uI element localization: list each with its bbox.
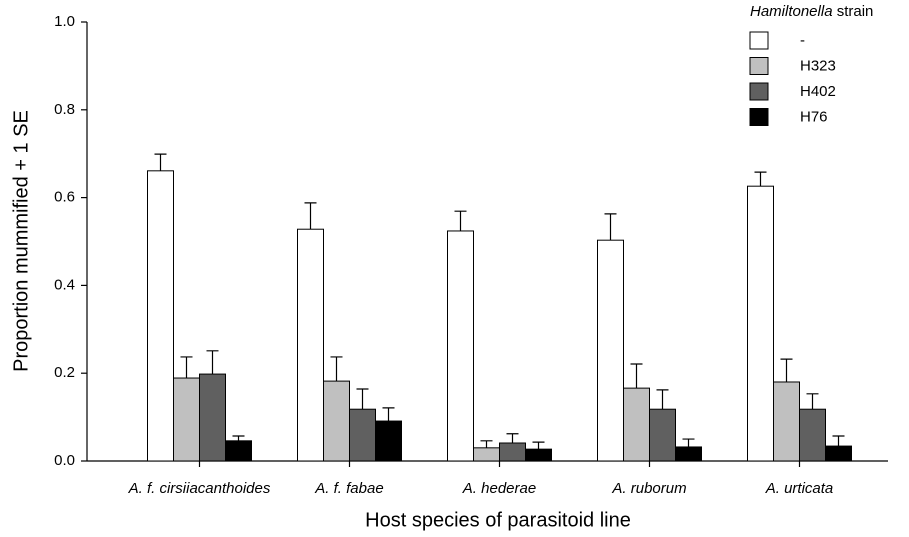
legend-swatch — [749, 31, 769, 50]
bar — [349, 408, 376, 462]
x-axis-label: Host species of parasitoid line — [365, 509, 631, 531]
bar — [747, 185, 774, 462]
bar — [649, 408, 676, 462]
error-bar — [630, 363, 643, 389]
x-tick-label: A. ruborum — [611, 480, 686, 497]
y-tick-label: 0.2 — [54, 364, 75, 381]
error-bar — [232, 435, 245, 441]
bar — [375, 420, 402, 462]
legend-label: H402 — [800, 83, 836, 100]
legend-title-italic: Hamiltonella — [750, 3, 833, 20]
bar — [473, 447, 500, 462]
legend-swatch — [749, 108, 769, 126]
legend-title: Hamiltonella strain — [750, 3, 873, 20]
bar — [447, 230, 474, 462]
error-bar — [330, 356, 343, 382]
x-tick-label: A. urticata — [765, 480, 834, 497]
bar — [199, 373, 226, 462]
error-bar — [532, 441, 545, 450]
bar — [147, 170, 174, 462]
error-bar — [480, 440, 493, 448]
y-axis-label: Proportion mummified + 1 SE — [10, 110, 32, 372]
x-tick-label: A. hederae — [462, 480, 536, 497]
error-bar — [656, 389, 669, 410]
legend-swatch — [749, 82, 769, 101]
y-tick-label: 0.4 — [54, 276, 75, 293]
bar — [799, 408, 826, 462]
error-bar — [154, 153, 167, 171]
x-tick-label: A. f. fabae — [314, 480, 383, 497]
bar — [623, 387, 650, 462]
error-bar — [780, 358, 793, 382]
y-tick-label: 1.0 — [54, 13, 75, 30]
error-bar — [304, 202, 317, 230]
error-bar — [682, 438, 695, 447]
error-bar — [454, 210, 467, 231]
bar — [173, 377, 200, 462]
bar — [525, 448, 552, 462]
x-tick-label: A. f. cirsiiacanthoides — [128, 480, 271, 497]
error-bar — [832, 435, 845, 447]
legend-title-rest: strain — [837, 3, 874, 20]
legend-label: - — [800, 32, 805, 49]
error-bar — [180, 356, 193, 379]
error-bar — [382, 407, 395, 422]
y-tick-label: 0.8 — [54, 101, 75, 118]
bar — [773, 381, 800, 462]
y-tick-label: 0.0 — [54, 452, 75, 469]
error-bar — [356, 388, 369, 410]
error-bar — [754, 171, 767, 187]
bar — [597, 239, 624, 462]
legend-label: H76 — [800, 108, 828, 125]
legend-label: H323 — [800, 57, 836, 74]
legend-swatch — [749, 57, 769, 75]
bar — [825, 445, 852, 462]
bar — [225, 440, 252, 462]
y-tick-label: 0.6 — [54, 189, 75, 206]
error-bar — [506, 433, 519, 444]
bar — [675, 446, 702, 462]
bar — [297, 228, 324, 462]
error-bar — [206, 350, 219, 375]
bar — [499, 442, 526, 462]
error-bar — [604, 213, 617, 241]
error-bar — [806, 393, 819, 410]
bar — [323, 380, 350, 462]
